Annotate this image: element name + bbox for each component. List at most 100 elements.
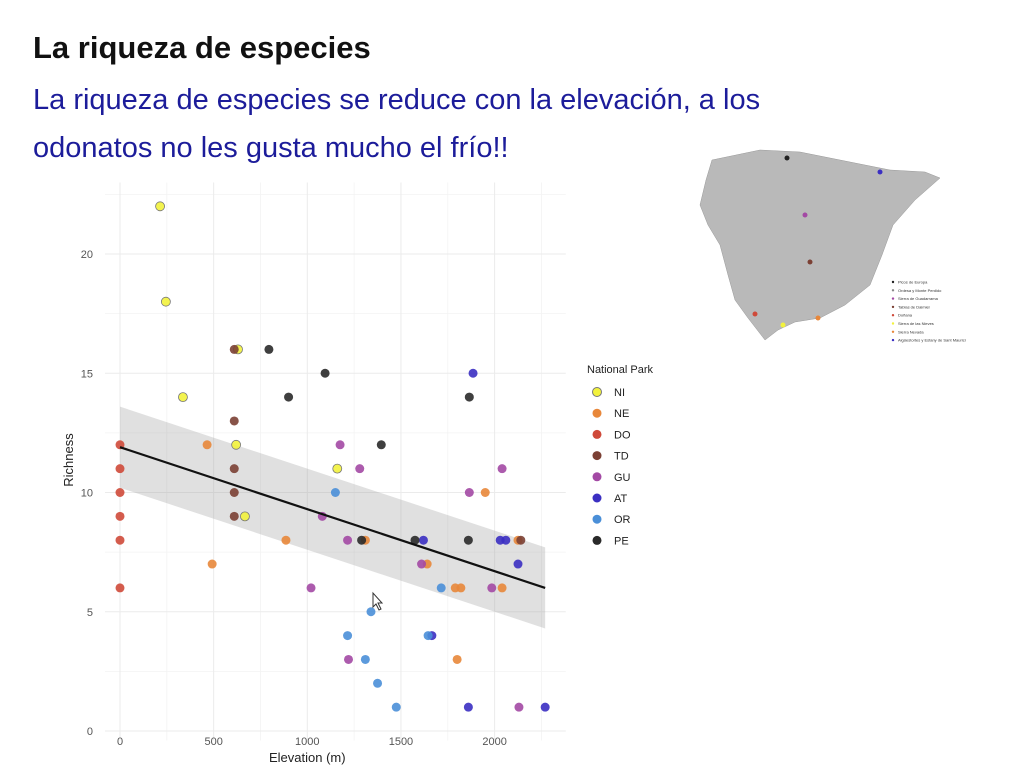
data-point-gu [344, 654, 354, 664]
data-point-td [229, 464, 239, 474]
map-legend-marker [891, 330, 895, 333]
y-axis-label: Richness [61, 433, 76, 487]
y-tick-label: 15 [81, 368, 93, 380]
data-point-pe [464, 392, 474, 402]
legend-label-ni: NI [614, 387, 625, 399]
iberia-landmass [699, 149, 941, 341]
data-point-or [343, 631, 353, 641]
y-tick-label: 20 [81, 249, 93, 261]
map-legend-marker [891, 297, 895, 300]
legend-swatch-ni [592, 387, 602, 397]
legend-label-gu: GU [614, 472, 631, 484]
legend-label-ne: NE [614, 408, 629, 420]
data-point-pe [264, 344, 274, 354]
data-point-td [229, 416, 239, 426]
x-tick-label: 500 [204, 736, 222, 748]
data-point-ne [452, 654, 462, 664]
map-legend-marker [891, 322, 895, 325]
data-point-gu [417, 559, 427, 569]
data-point-td [229, 344, 239, 354]
data-point-ni [178, 392, 188, 403]
iberia-map: Picos de Europa Ordesa y Monte Perdido Sie… [699, 149, 966, 343]
legend-label-do: DO [614, 429, 631, 441]
x-tick-label: 1000 [295, 736, 319, 748]
data-point-or [366, 607, 376, 617]
map-legend-marker [891, 314, 895, 317]
map-park-marker [784, 155, 790, 161]
map-park-marker [780, 322, 786, 328]
data-point-td [229, 488, 239, 497]
data-point-ne [207, 559, 217, 569]
data-point-or [360, 654, 370, 664]
legend-label-pe: PE [614, 535, 629, 547]
data-point-do [115, 488, 125, 497]
data-point-or [391, 702, 401, 712]
data-point-ne [281, 535, 291, 545]
legend-label-td: TD [614, 451, 629, 463]
map-park-marker [752, 311, 758, 317]
data-point-do [115, 464, 125, 474]
x-tick-label: 0 [117, 736, 123, 748]
data-point-pe [410, 535, 420, 545]
data-point-gu [355, 464, 365, 474]
map-legend-label: Sierra de Guadarrama [898, 296, 939, 301]
y-tick-label: 10 [81, 488, 93, 500]
data-point-at [463, 702, 473, 712]
data-point-pe [376, 440, 386, 450]
data-point-do [115, 583, 125, 593]
map-legend-marker [891, 338, 895, 342]
data-point-gu [497, 464, 507, 474]
x-tick-label: 1500 [389, 736, 413, 748]
data-point-ni [240, 511, 250, 522]
data-point-pe [357, 535, 367, 545]
map-legend-marker [891, 305, 895, 309]
data-point-ni [155, 201, 165, 212]
map-legend-label: Sierra Nevada [898, 329, 924, 334]
data-point-at [513, 559, 523, 569]
data-point-do [115, 535, 125, 545]
x-tick-label: 2000 [482, 736, 506, 748]
data-point-td [516, 535, 526, 545]
slide-title: La riqueza de especies [33, 30, 371, 65]
map-park-marker [802, 212, 808, 218]
data-point-or [373, 678, 383, 688]
slide-subtitle-line1: La riqueza de especies se reduce con la … [33, 84, 761, 116]
data-point-gu [487, 583, 497, 593]
data-point-gu [464, 488, 474, 497]
legend-swatch-pe [592, 535, 602, 545]
mouse-cursor-icon [372, 591, 384, 611]
data-point-or [330, 488, 340, 497]
data-point-gu [514, 702, 524, 712]
legend-swatch-or [592, 514, 602, 524]
x-axis-label: Elevation (m) [269, 750, 346, 765]
map-legend-label: Doñana [898, 313, 913, 318]
data-point-ne [480, 488, 490, 497]
map-park-marker [807, 259, 813, 265]
legend-label-or: OR [614, 514, 631, 526]
legend-label-at: AT [614, 493, 628, 505]
data-point-at [468, 368, 478, 378]
data-point-at [540, 702, 550, 712]
data-point-gu [306, 583, 316, 593]
data-point-gu [343, 535, 353, 545]
map-legend-label: Tablas de Daimiel [898, 304, 930, 309]
data-point-pe [463, 535, 473, 545]
legend-swatch-td [592, 451, 602, 461]
legend-swatch-gu [592, 472, 602, 482]
data-point-ne [202, 440, 212, 450]
y-tick-label: 5 [87, 607, 93, 619]
data-point-or [436, 583, 446, 593]
map-legend-label: Sierra de las Nieves [898, 321, 934, 326]
map-legend-label: Aigüestortes y Estany de Sant Maurici [898, 338, 966, 343]
data-point-td [229, 511, 239, 521]
map-legend-marker [891, 280, 895, 284]
legend-swatch-at [592, 493, 602, 503]
data-point-pe [284, 392, 294, 402]
data-point-ne [456, 583, 466, 593]
map-park-marker [815, 315, 821, 321]
map-legend-label: Picos de Europa [898, 280, 928, 285]
y-tick-label: 0 [87, 726, 93, 738]
data-point-gu [335, 440, 345, 450]
data-point-at [501, 535, 511, 545]
